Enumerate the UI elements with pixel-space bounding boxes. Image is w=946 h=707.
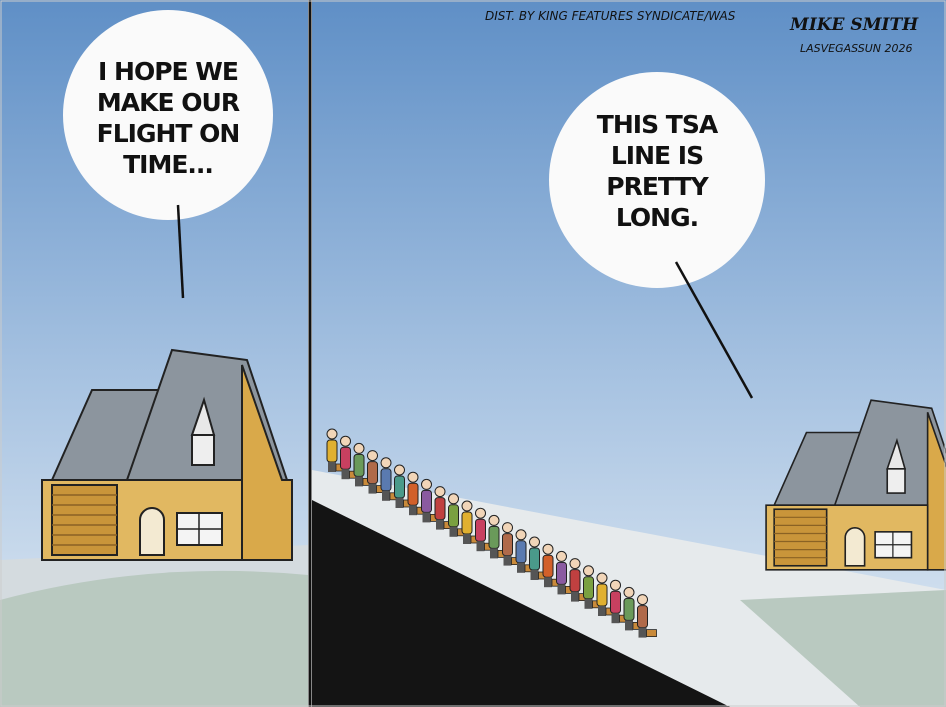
person-legs bbox=[423, 512, 431, 522]
person-legs bbox=[598, 606, 606, 616]
cartoon: I HOPE WEMAKE OURFLIGHT ONTIME... THIS TS… bbox=[0, 0, 946, 707]
person-legs bbox=[342, 469, 350, 479]
person-legs bbox=[558, 584, 566, 594]
person-body bbox=[368, 462, 378, 484]
person-legs bbox=[382, 491, 390, 501]
person-head bbox=[597, 573, 607, 583]
bubble-text: FLIGHT ON bbox=[97, 119, 240, 148]
person-legs bbox=[531, 570, 539, 580]
person-head bbox=[570, 559, 580, 569]
bubble-text: LINE IS bbox=[611, 141, 703, 170]
person-legs bbox=[504, 556, 512, 566]
person-head bbox=[557, 551, 567, 561]
person-head bbox=[584, 566, 594, 576]
luggage bbox=[647, 630, 657, 637]
person-body bbox=[476, 519, 486, 541]
person-head bbox=[381, 458, 391, 468]
person-body bbox=[557, 562, 567, 584]
person-body bbox=[489, 526, 499, 548]
person-legs bbox=[625, 620, 633, 630]
person-body bbox=[597, 584, 607, 606]
person-head bbox=[327, 429, 337, 439]
person-head bbox=[368, 451, 378, 461]
person-legs bbox=[477, 541, 485, 551]
bubble-text: THIS TSA bbox=[597, 110, 719, 139]
person-body bbox=[570, 570, 580, 592]
person-head bbox=[516, 530, 526, 540]
person-body bbox=[543, 555, 553, 577]
person-head bbox=[354, 443, 364, 453]
person-body bbox=[449, 505, 459, 527]
person-body bbox=[395, 476, 405, 498]
person-legs bbox=[409, 505, 417, 515]
grass-left bbox=[0, 571, 308, 707]
person-legs bbox=[639, 628, 647, 638]
person-body bbox=[435, 498, 445, 520]
person-body bbox=[516, 541, 526, 563]
credit: DIST. BY KING FEATURES SYNDICATE/WAS bbox=[485, 9, 736, 23]
person-body bbox=[341, 447, 351, 469]
signature-paper: LASVEGASSUN 2026 bbox=[800, 42, 913, 55]
bubble-text: MAKE OUR bbox=[97, 88, 240, 117]
person-head bbox=[624, 587, 634, 597]
person-body bbox=[354, 454, 364, 476]
person-legs bbox=[355, 476, 363, 486]
bubble-text: TIME... bbox=[123, 150, 213, 179]
person-legs bbox=[436, 520, 444, 530]
person-body bbox=[422, 490, 432, 512]
person-legs bbox=[328, 462, 336, 472]
bubble-text: PRETTY bbox=[606, 172, 709, 201]
person-head bbox=[408, 472, 418, 482]
person-body bbox=[584, 577, 594, 599]
person-legs bbox=[517, 563, 525, 573]
person-legs bbox=[463, 534, 471, 544]
person-head bbox=[489, 515, 499, 525]
person-head bbox=[530, 537, 540, 547]
person-legs bbox=[369, 484, 377, 494]
person-head bbox=[503, 523, 513, 533]
bubble-text: LONG. bbox=[616, 203, 698, 232]
person-body bbox=[462, 512, 472, 534]
person-body bbox=[381, 469, 391, 491]
person-body bbox=[327, 440, 337, 462]
person-head bbox=[395, 465, 405, 475]
person-head bbox=[422, 479, 432, 489]
person-legs bbox=[396, 498, 404, 508]
person-legs bbox=[490, 548, 498, 558]
person-head bbox=[462, 501, 472, 511]
person-head bbox=[543, 544, 553, 554]
person-legs bbox=[544, 577, 552, 587]
person-body bbox=[530, 548, 540, 570]
person-body bbox=[624, 598, 634, 620]
person-head bbox=[449, 494, 459, 504]
person-legs bbox=[612, 613, 620, 623]
person-body bbox=[611, 591, 621, 613]
person-head bbox=[611, 580, 621, 590]
person-legs bbox=[450, 527, 458, 537]
person-body bbox=[503, 534, 513, 556]
person-legs bbox=[585, 599, 593, 609]
person-legs bbox=[571, 592, 579, 602]
person-body bbox=[638, 606, 648, 628]
bubble-text: I HOPE WE bbox=[98, 57, 238, 86]
person-head bbox=[476, 508, 486, 518]
person-body bbox=[408, 483, 418, 505]
person-head bbox=[435, 487, 445, 497]
person-head bbox=[341, 436, 351, 446]
signature: MIKE SMITH bbox=[789, 15, 919, 35]
person-head bbox=[638, 595, 648, 605]
